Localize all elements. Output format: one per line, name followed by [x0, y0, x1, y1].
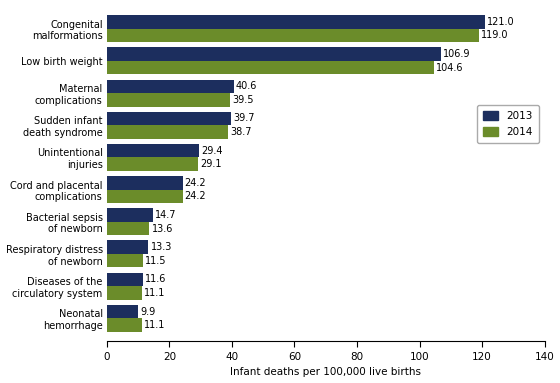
Bar: [107, 254, 143, 267]
Text: 38.7: 38.7: [230, 127, 251, 137]
Text: 14.7: 14.7: [155, 210, 176, 220]
Text: 121.0: 121.0: [487, 17, 515, 27]
Bar: [107, 47, 441, 61]
Text: 29.1: 29.1: [200, 159, 222, 169]
Legend: 2013, 2014: 2013, 2014: [477, 105, 539, 143]
Bar: [107, 15, 485, 29]
Bar: [107, 286, 142, 300]
Bar: [107, 112, 231, 125]
Bar: [107, 208, 153, 222]
Bar: [107, 241, 148, 254]
Bar: [107, 157, 198, 171]
X-axis label: Infant deaths per 100,000 live births: Infant deaths per 100,000 live births: [230, 367, 421, 377]
Bar: [107, 61, 434, 74]
Bar: [107, 273, 143, 286]
Text: 40.6: 40.6: [236, 81, 258, 91]
Text: 106.9: 106.9: [444, 49, 471, 59]
Text: 39.7: 39.7: [233, 113, 255, 123]
Text: 104.6: 104.6: [436, 63, 464, 73]
Text: 11.1: 11.1: [144, 288, 165, 298]
Bar: [107, 29, 479, 42]
Bar: [107, 222, 150, 235]
Bar: [107, 93, 230, 106]
Text: 29.4: 29.4: [201, 146, 222, 155]
Bar: [107, 305, 138, 318]
Text: 24.2: 24.2: [185, 178, 206, 188]
Text: 11.5: 11.5: [145, 256, 166, 266]
Text: 11.6: 11.6: [145, 274, 167, 284]
Bar: [107, 125, 228, 139]
Text: 9.9: 9.9: [140, 306, 155, 316]
Text: 13.6: 13.6: [152, 224, 173, 234]
Bar: [107, 80, 234, 93]
Bar: [107, 318, 142, 332]
Text: 24.2: 24.2: [185, 192, 206, 201]
Text: 119.0: 119.0: [481, 31, 508, 41]
Text: 11.1: 11.1: [144, 320, 165, 330]
Bar: [107, 176, 183, 190]
Bar: [107, 190, 183, 203]
Text: 39.5: 39.5: [232, 95, 254, 105]
Bar: [107, 144, 199, 157]
Text: 13.3: 13.3: [151, 242, 172, 252]
